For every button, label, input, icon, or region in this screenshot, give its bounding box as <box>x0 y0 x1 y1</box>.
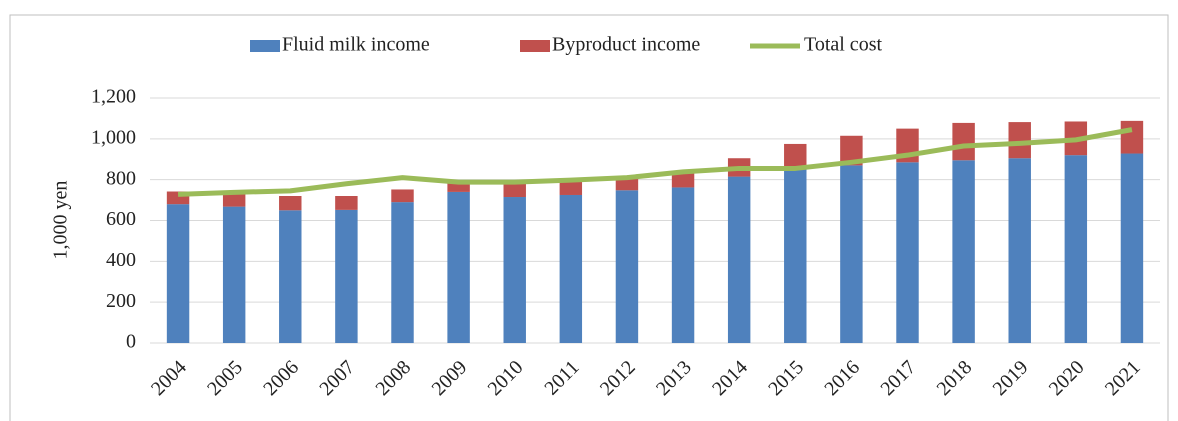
bar-segment <box>615 178 639 191</box>
bar-segment <box>391 189 414 203</box>
x-tick-label: 2010 <box>484 356 528 400</box>
bar-segment <box>952 160 975 343</box>
x-tick-label: 2005 <box>203 356 247 400</box>
bar-segment <box>1008 158 1031 343</box>
legend-swatch <box>250 40 280 52</box>
bar-segment <box>279 210 302 343</box>
bar-segment <box>166 204 190 343</box>
x-tick-label: 2011 <box>540 356 583 399</box>
x-tick-label: 2016 <box>820 356 864 400</box>
bar-segment <box>615 190 639 343</box>
bar-segment <box>671 187 695 343</box>
x-tick-label: 2017 <box>876 356 920 400</box>
legend-label: Total cost <box>804 34 882 56</box>
x-tick-label: 2009 <box>428 356 472 400</box>
y-tick-label: 200 <box>106 290 136 312</box>
y-tick-label: 1,000 <box>91 126 136 148</box>
x-tick-label: 2004 <box>147 356 191 400</box>
x-tick-label: 2015 <box>764 356 808 400</box>
line-series <box>177 127 1133 197</box>
y-axis-title: 1,000 yen <box>50 181 72 260</box>
legend-swatch <box>520 40 550 52</box>
bar-segment <box>279 196 302 211</box>
bar-segment <box>222 206 246 343</box>
y-tick-label: 800 <box>106 167 136 189</box>
bar-segment <box>222 193 246 207</box>
bar-segment <box>1120 153 1144 343</box>
bar-segment <box>840 165 863 343</box>
bar-segment <box>840 135 863 166</box>
bar-segment <box>391 202 414 343</box>
x-tick-label: 2019 <box>989 356 1033 400</box>
bar-segment <box>335 209 358 343</box>
x-tick-label: 2020 <box>1045 356 1089 400</box>
bar-segment <box>335 196 358 210</box>
x-tick-label: 2007 <box>315 356 359 400</box>
x-tick-label: 2018 <box>933 356 977 400</box>
x-tick-label: 2021 <box>1101 356 1145 400</box>
bar-segment <box>1120 120 1144 154</box>
legend-label: Byproduct income <box>552 34 700 56</box>
bar-segment <box>1064 155 1088 343</box>
bar-segment <box>559 181 583 195</box>
bar-segment <box>559 194 583 343</box>
bar-segment <box>784 169 807 343</box>
x-tick-label: 2013 <box>652 356 696 400</box>
y-tick-label: 1,200 <box>91 86 136 108</box>
legend-label: Fluid milk income <box>282 34 430 56</box>
bar-segment <box>671 172 695 188</box>
bar-segment <box>952 122 975 161</box>
bar-segment <box>447 191 470 343</box>
bar-segment <box>1008 122 1031 159</box>
y-tick-label: 400 <box>106 249 136 271</box>
bar-segment <box>447 181 470 192</box>
x-tick-label: 2006 <box>259 356 303 400</box>
bar-segment <box>727 176 751 343</box>
x-tick-label: 2008 <box>371 356 415 400</box>
chart-frame <box>9 14 1169 421</box>
x-tick-label: 2014 <box>708 356 752 400</box>
y-tick-label: 0 <box>126 331 136 353</box>
bar-segment <box>784 143 807 170</box>
y-tick-label: 600 <box>106 208 136 230</box>
bar-segment <box>503 197 526 343</box>
bar-segment <box>896 162 919 343</box>
bar-segment <box>503 182 526 198</box>
x-tick-label: 2012 <box>596 356 640 400</box>
